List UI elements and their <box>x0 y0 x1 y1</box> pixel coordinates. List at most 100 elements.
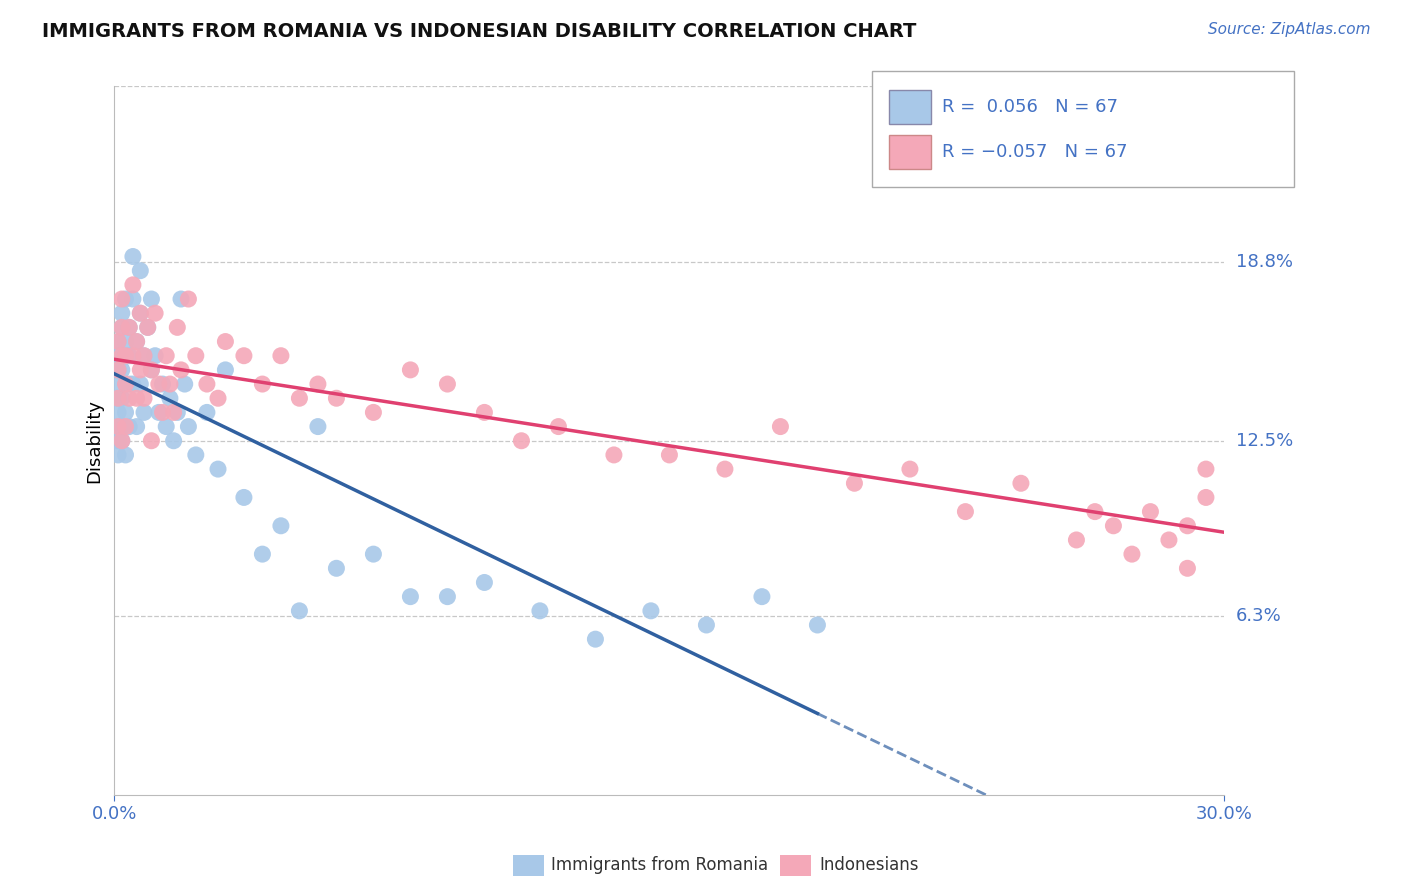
Point <box>399 590 422 604</box>
Point <box>184 448 207 462</box>
Point <box>898 462 921 476</box>
Point <box>107 434 129 448</box>
Point <box>695 618 717 632</box>
Point <box>1010 476 1032 491</box>
Point <box>307 419 329 434</box>
Point <box>1121 547 1143 561</box>
Point <box>529 604 551 618</box>
Text: Indonesians: Indonesians <box>820 856 920 874</box>
Point <box>143 306 166 320</box>
Point <box>214 363 236 377</box>
Point <box>107 334 129 349</box>
Point <box>114 334 136 349</box>
Y-axis label: Disability: Disability <box>86 399 103 483</box>
Point <box>107 363 129 377</box>
Point <box>132 405 155 419</box>
Point <box>195 405 218 419</box>
Point <box>107 334 129 349</box>
Point <box>177 292 200 306</box>
Point <box>844 476 866 491</box>
Point <box>170 292 193 306</box>
Point <box>148 377 170 392</box>
Point <box>288 391 311 405</box>
Point <box>129 363 152 377</box>
Point <box>107 349 129 363</box>
Point <box>118 391 141 405</box>
Point <box>207 462 229 476</box>
Point <box>122 377 145 392</box>
Point <box>474 575 496 590</box>
Point <box>114 448 136 462</box>
Point <box>107 419 129 434</box>
Point <box>751 590 773 604</box>
Point <box>252 547 274 561</box>
Point <box>1177 518 1199 533</box>
Point <box>173 377 195 392</box>
Point <box>141 434 163 448</box>
Point <box>806 618 828 632</box>
Point <box>107 377 129 392</box>
Text: 6.3%: 6.3% <box>1236 607 1281 625</box>
Point <box>252 377 274 392</box>
Point <box>1084 505 1107 519</box>
Point <box>111 391 134 405</box>
Point <box>152 377 174 392</box>
Point <box>155 349 177 363</box>
Point <box>325 391 347 405</box>
Point <box>141 292 163 306</box>
Point <box>136 320 159 334</box>
Point <box>111 419 134 434</box>
Point <box>510 434 533 448</box>
Point <box>195 377 218 392</box>
Point <box>166 405 188 419</box>
Text: R = −0.057   N = 67: R = −0.057 N = 67 <box>942 143 1128 161</box>
Point <box>114 349 136 363</box>
Point <box>436 377 458 392</box>
Point <box>399 363 422 377</box>
Point <box>129 377 152 392</box>
Point <box>122 292 145 306</box>
Point <box>714 462 737 476</box>
Point <box>107 448 129 462</box>
Point <box>132 391 155 405</box>
Point <box>111 320 134 334</box>
Point <box>162 405 184 419</box>
Text: Immigrants from Romania: Immigrants from Romania <box>551 856 768 874</box>
Point <box>769 419 792 434</box>
Point <box>141 363 163 377</box>
Point <box>122 349 145 363</box>
Point <box>162 434 184 448</box>
Point <box>583 632 606 647</box>
Point <box>129 306 152 320</box>
Point <box>658 448 681 462</box>
Point <box>436 590 458 604</box>
Point <box>1195 462 1218 476</box>
Point <box>111 320 134 334</box>
Point <box>207 391 229 405</box>
Point <box>1066 533 1088 547</box>
Point <box>129 263 152 277</box>
Point <box>232 491 254 505</box>
Point <box>177 419 200 434</box>
Point <box>547 419 569 434</box>
Point <box>125 334 148 349</box>
Point <box>166 320 188 334</box>
Point <box>141 363 163 377</box>
Point <box>363 547 385 561</box>
Point <box>132 349 155 363</box>
Point <box>1102 518 1125 533</box>
Point <box>170 363 193 377</box>
Point <box>603 448 626 462</box>
Text: Source: ZipAtlas.com: Source: ZipAtlas.com <box>1208 22 1371 37</box>
Point <box>114 419 136 434</box>
Point <box>118 320 141 334</box>
Point <box>232 349 254 363</box>
Point <box>107 391 129 405</box>
Point <box>1177 561 1199 575</box>
Point <box>325 561 347 575</box>
Point <box>107 363 129 377</box>
Point <box>159 391 181 405</box>
Point <box>111 434 134 448</box>
Point <box>114 377 136 392</box>
Point <box>118 377 141 392</box>
